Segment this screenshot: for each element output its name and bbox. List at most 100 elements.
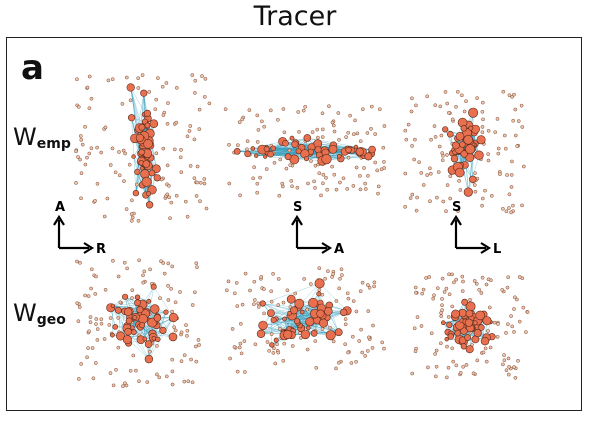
node [91,376,96,381]
node [95,145,99,150]
node [99,321,104,326]
node [184,323,188,327]
node [334,299,339,303]
node [372,284,376,289]
node [468,125,474,131]
arrowhead [480,242,492,254]
node [75,77,79,82]
node [130,296,134,300]
node [413,137,417,142]
node [193,78,198,83]
node [188,164,193,168]
node [318,318,328,328]
network-views: A R S A S L [53,73,530,389]
node [142,160,151,168]
node [168,332,178,342]
node [110,146,115,151]
node [114,367,118,372]
panel-frame: A R S A S L a Wemp Wgeo [6,37,582,411]
node [108,316,113,320]
node [173,328,178,333]
node [382,160,386,164]
node [481,117,485,122]
node [120,102,125,106]
node [421,287,426,292]
brain-network-view [403,89,526,215]
node [144,122,151,129]
node [417,160,421,164]
node [482,316,492,326]
node [130,329,137,336]
node [448,174,453,178]
node [320,135,325,139]
node [157,375,161,380]
node [198,180,203,185]
node [403,171,408,176]
node [255,190,259,195]
node [465,345,474,354]
node [360,280,365,285]
node [83,162,88,167]
node [480,337,490,346]
node [294,298,305,309]
node [475,310,486,321]
edge [157,312,167,340]
brain-network-view [224,266,386,374]
node [454,363,459,368]
node [419,324,424,328]
node [270,316,277,323]
node [85,85,90,90]
node [262,124,267,129]
node [303,105,308,109]
node [364,152,373,161]
node [296,110,301,114]
node [105,196,110,201]
node [294,318,301,325]
node [195,180,199,185]
node [323,306,333,316]
node [155,372,159,377]
node [273,361,278,366]
node [303,134,312,142]
node [504,331,508,335]
node [285,288,290,293]
node [230,327,235,331]
node [134,299,141,307]
node [340,273,344,277]
node [420,291,425,296]
node [78,260,82,265]
node [159,326,167,335]
node [179,359,184,364]
node [142,336,148,342]
node [260,119,264,124]
node [382,346,386,351]
node [486,129,491,133]
node [240,302,245,307]
node [166,298,171,302]
node [271,351,276,355]
node [382,124,387,128]
node [83,125,87,129]
node [414,103,418,108]
node [179,148,183,152]
node [86,346,90,350]
node [141,176,152,187]
node [313,339,318,343]
node [504,209,509,214]
node [168,216,172,220]
node [251,176,255,181]
node [362,166,366,170]
node [252,302,256,307]
node [309,159,313,163]
node [513,133,518,138]
node [326,269,330,273]
node [460,343,467,350]
node [195,265,199,269]
node [75,259,79,264]
node [255,140,260,144]
node [94,322,98,326]
node [269,342,275,348]
node [483,188,487,193]
node [152,164,161,173]
panel-letter: a [21,48,44,88]
